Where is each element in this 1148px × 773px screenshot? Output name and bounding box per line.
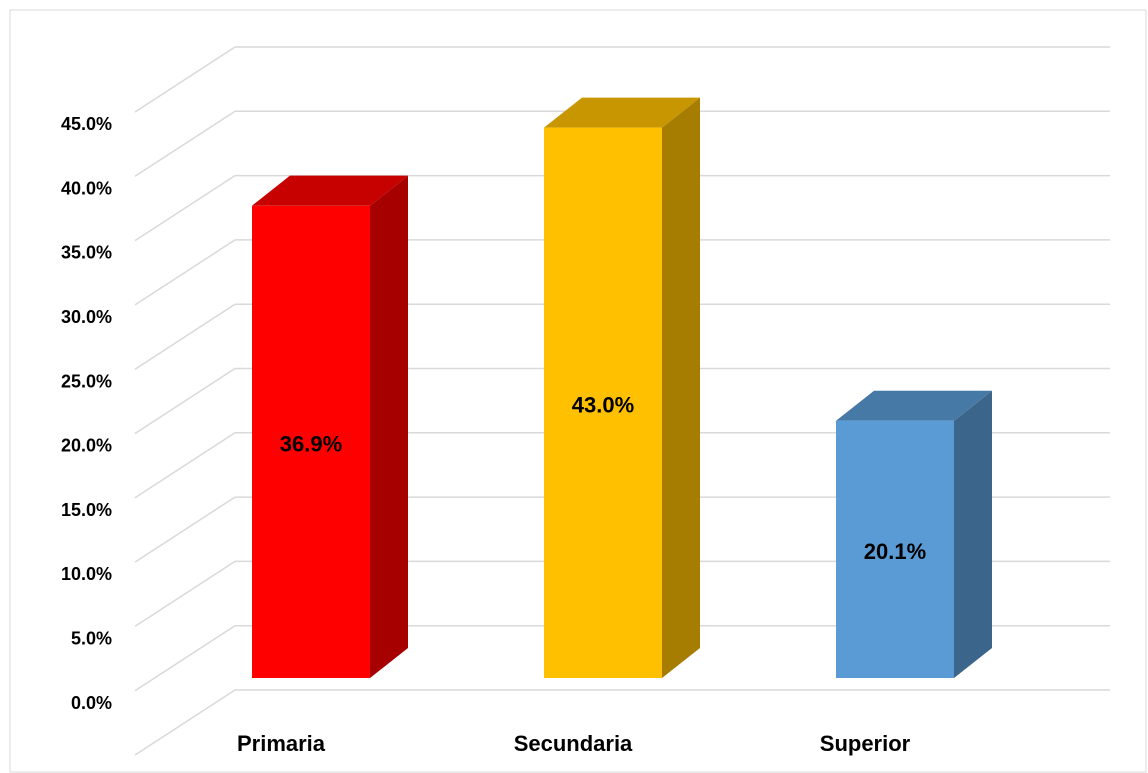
y-tick-label: 5.0% <box>71 628 112 648</box>
y-tick-label: 30.0% <box>61 307 112 327</box>
grid-diagonal <box>134 560 236 628</box>
value-label: 36.9% <box>280 432 342 457</box>
x-tick-label: Secundaria <box>514 731 633 756</box>
grid-diagonal <box>134 625 236 692</box>
y-tick-label: 35.0% <box>61 243 112 263</box>
bar <box>252 205 370 678</box>
grid-diagonal <box>134 432 236 499</box>
grid-diagonal <box>134 174 236 242</box>
x-tick-label: Superior <box>820 731 911 756</box>
wall-edge <box>134 46 236 113</box>
x-tick-label: Primaria <box>237 731 326 756</box>
grid-diagonal <box>134 303 236 370</box>
bar <box>544 127 662 679</box>
grid-diagonal <box>134 239 236 306</box>
bar-top <box>252 175 408 206</box>
bar-top <box>836 390 992 421</box>
grid-diagonal <box>134 689 236 756</box>
bar <box>836 420 954 678</box>
grid-diagonal <box>134 367 236 435</box>
y-tick-label: 40.0% <box>61 178 112 198</box>
grid-diagonal <box>134 496 236 563</box>
value-label: 20.1% <box>864 539 926 564</box>
bar-side <box>370 175 408 678</box>
y-tick-label: 15.0% <box>61 500 112 520</box>
y-tick-label: 45.0% <box>61 114 112 134</box>
value-label: 43.0% <box>572 393 634 418</box>
bar-top <box>544 97 700 128</box>
y-tick-label: 20.0% <box>61 436 112 456</box>
bar-side <box>954 390 992 678</box>
grid-diagonal <box>134 110 236 177</box>
y-tick-label: 0.0% <box>71 693 112 713</box>
bar-side <box>662 97 700 679</box>
y-tick-label: 25.0% <box>61 371 112 391</box>
y-tick-label: 10.0% <box>61 564 112 584</box>
